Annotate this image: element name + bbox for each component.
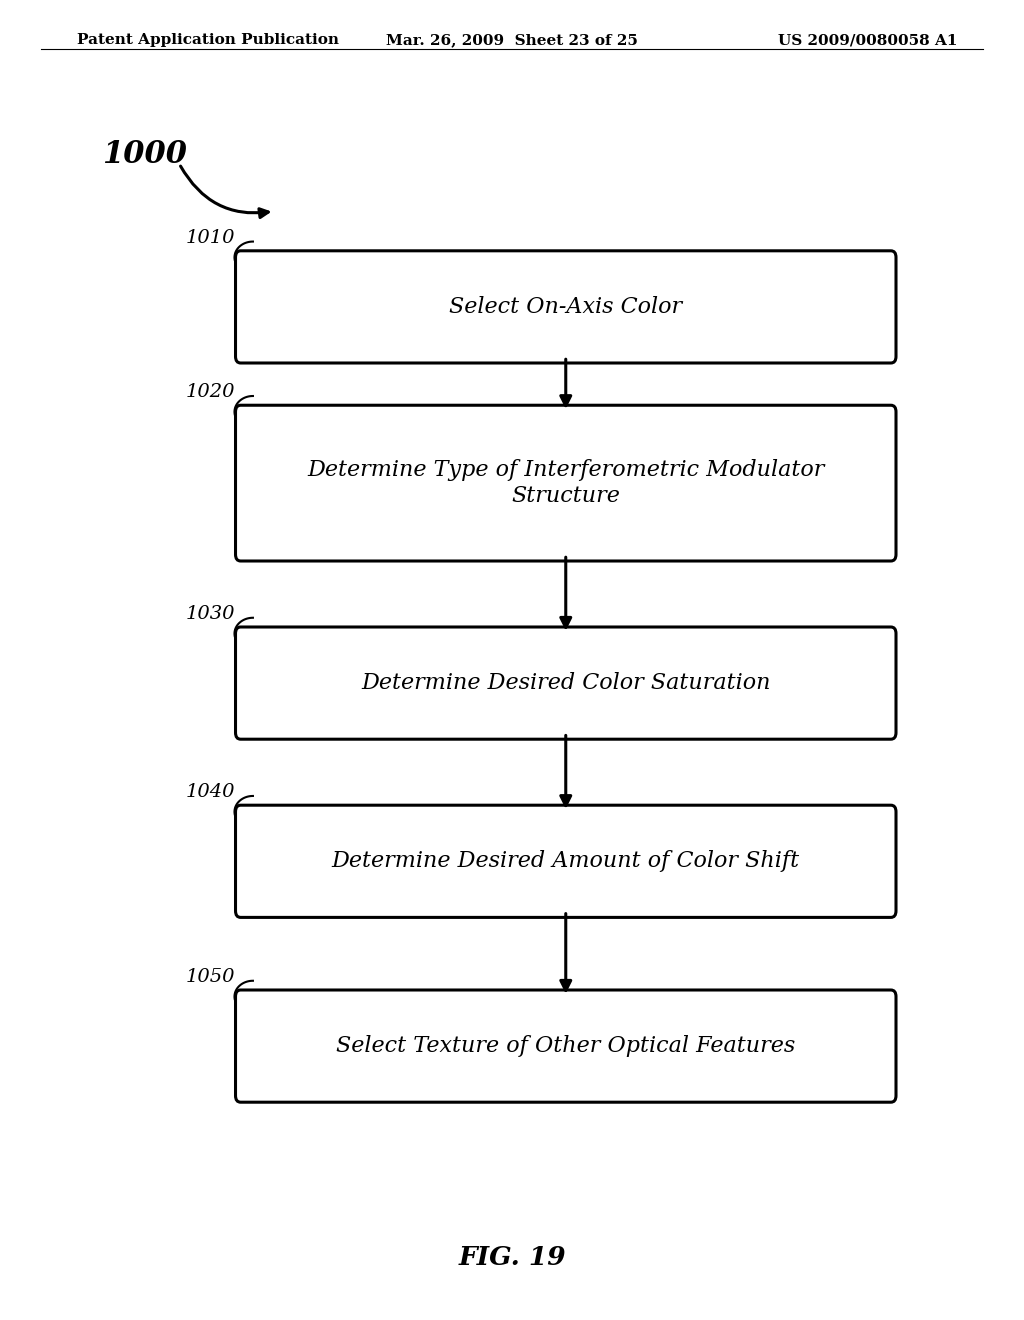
Text: 1040: 1040	[186, 783, 236, 801]
FancyBboxPatch shape	[236, 405, 896, 561]
FancyBboxPatch shape	[236, 627, 896, 739]
Text: Select Texture of Other Optical Features: Select Texture of Other Optical Features	[336, 1035, 796, 1057]
FancyBboxPatch shape	[236, 251, 896, 363]
Text: Patent Application Publication: Patent Application Publication	[77, 33, 339, 48]
Text: Select On-Axis Color: Select On-Axis Color	[450, 296, 682, 318]
Text: 1010: 1010	[186, 228, 236, 247]
Text: FIG. 19: FIG. 19	[458, 1245, 566, 1270]
Text: 1020: 1020	[186, 383, 236, 401]
Text: Determine Desired Color Saturation: Determine Desired Color Saturation	[361, 672, 770, 694]
FancyBboxPatch shape	[236, 805, 896, 917]
Text: Mar. 26, 2009  Sheet 23 of 25: Mar. 26, 2009 Sheet 23 of 25	[386, 33, 638, 48]
FancyBboxPatch shape	[236, 990, 896, 1102]
Text: Determine Type of Interferometric Modulator
Structure: Determine Type of Interferometric Modula…	[307, 459, 824, 507]
Text: US 2009/0080058 A1: US 2009/0080058 A1	[778, 33, 957, 48]
Text: 1050: 1050	[186, 968, 236, 986]
Text: 1000: 1000	[102, 139, 187, 170]
Text: Determine Desired Amount of Color Shift: Determine Desired Amount of Color Shift	[332, 850, 800, 873]
Text: 1030: 1030	[186, 605, 236, 623]
